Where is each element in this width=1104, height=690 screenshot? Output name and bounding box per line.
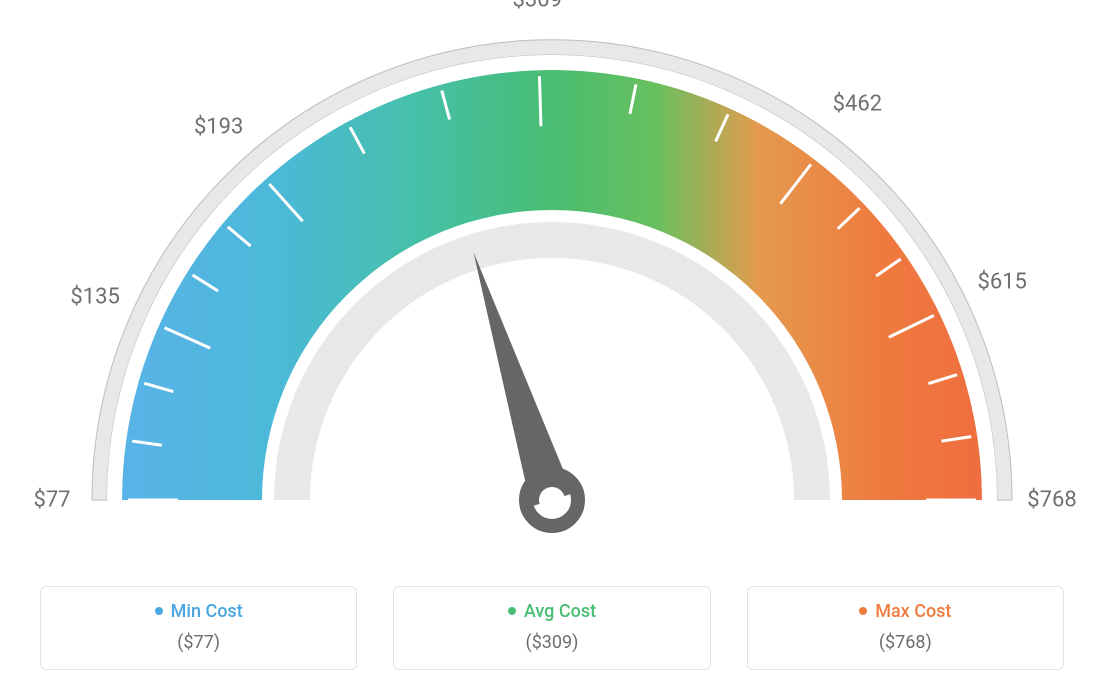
legend-title-text: Avg Cost: [524, 601, 596, 622]
legend-card: Min Cost ($77): [40, 586, 357, 670]
gauge-svg: [0, 0, 1104, 560]
gauge-tick-label: $77: [33, 488, 70, 513]
legend-row: Min Cost ($77) Avg Cost ($309) Max Cost ($768…: [0, 586, 1104, 670]
legend-card: Avg Cost ($309): [393, 586, 710, 670]
legend-title: Max Cost: [760, 601, 1051, 622]
legend-title-text: Max Cost: [875, 601, 951, 622]
gauge-tick-label: $193: [194, 115, 243, 140]
legend-value: ($768): [760, 632, 1051, 653]
gauge-chart: $77 $135 $193 $309 $462 $615 $768: [0, 0, 1104, 560]
gauge-tick-label: $309: [512, 0, 561, 13]
legend-value: ($309): [406, 632, 697, 653]
legend-dot-icon: [859, 607, 867, 615]
legend-title-text: Min Cost: [171, 601, 243, 622]
gauge-tick-label: $135: [70, 284, 119, 309]
gauge-tick-label: $768: [1027, 488, 1076, 513]
legend-value: ($77): [53, 632, 344, 653]
legend-dot-icon: [508, 607, 516, 615]
legend-title: Avg Cost: [406, 601, 697, 622]
legend-title: Min Cost: [53, 601, 344, 622]
gauge-tick-label: $462: [833, 92, 882, 117]
legend-dot-icon: [155, 607, 163, 615]
gauge-tick-label: $615: [977, 270, 1026, 295]
legend-card: Max Cost ($768): [747, 586, 1064, 670]
